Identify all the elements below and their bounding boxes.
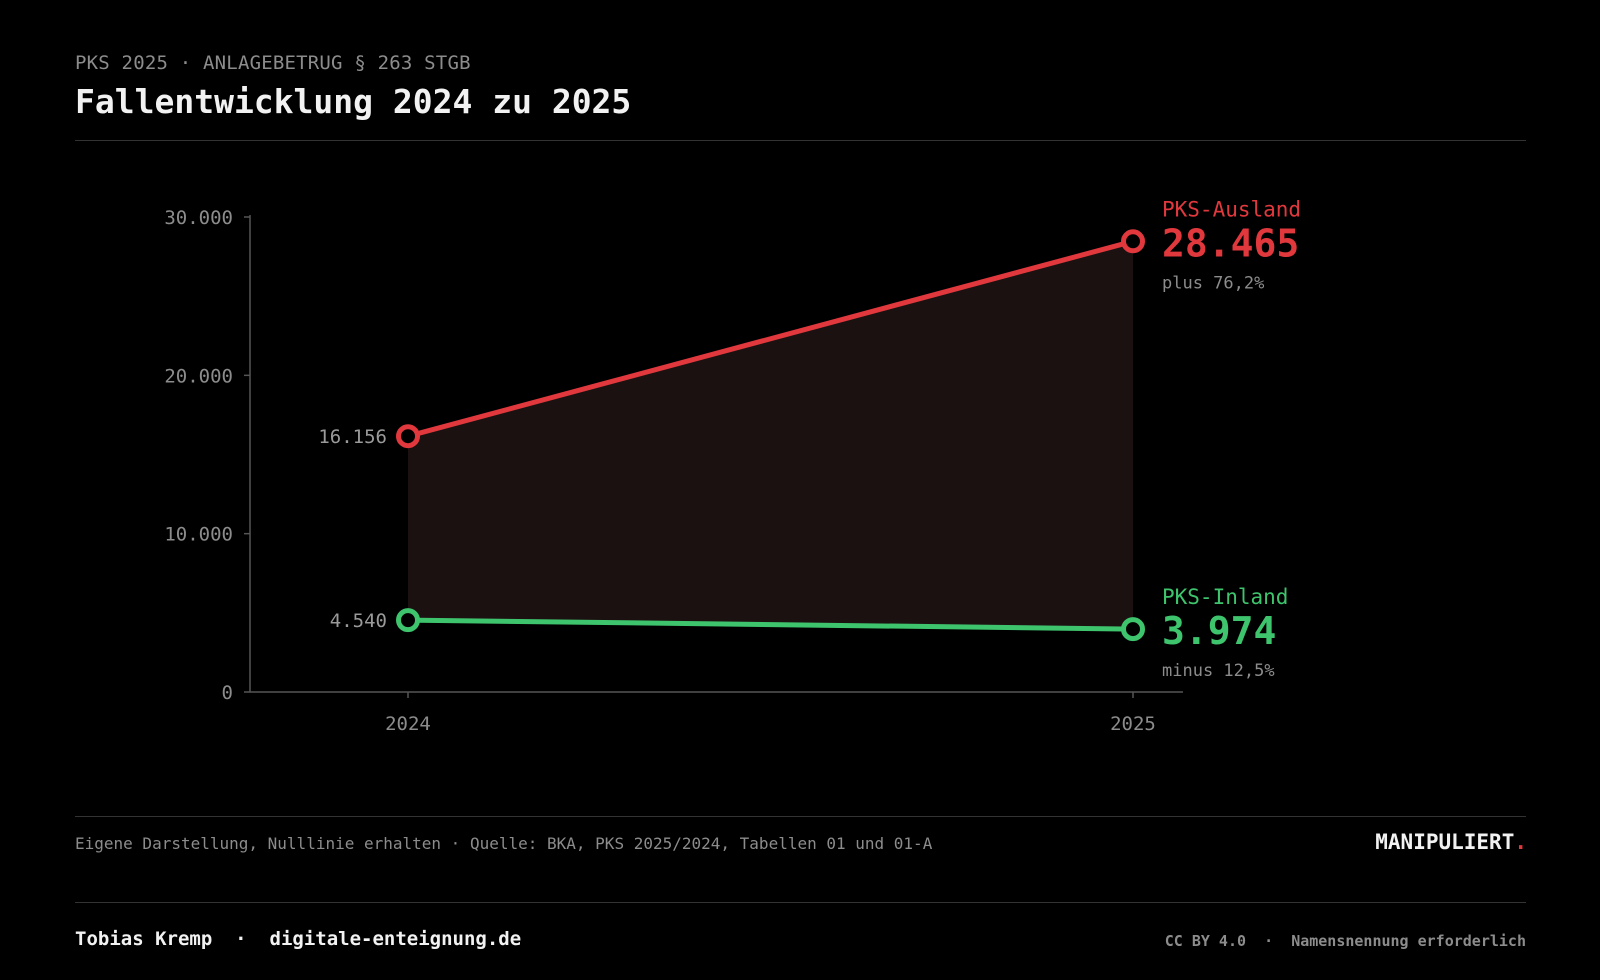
license-info: CC BY 4.0 · Namensnennung erforderlich (1165, 932, 1526, 950)
series-name-pks-inland: PKS-Inland (1162, 585, 1288, 609)
line-chart: 0 10.000 20.000 30.000 2024 2025 16.156 PKS-Aus… (164, 197, 1301, 735)
series-line-pks-ausland (405, 238, 1136, 439)
series-line-pks-inland (405, 617, 1136, 632)
footer-divider (75, 902, 1526, 903)
license-note: Namensnennung erforderlich (1291, 932, 1526, 950)
end-value-label-pks-ausland: 28.465 (1162, 221, 1299, 265)
author-credit: Tobias Kremp · digitale-enteignung.de (75, 928, 521, 950)
source-divider (75, 816, 1526, 817)
data-point-pks-inland (1121, 617, 1145, 642)
site-name: digitale-enteignung.de (269, 928, 522, 950)
start-value-label-pks-inland: 4.540 (330, 610, 387, 632)
change-label-pks-ausland: plus 76,2% (1162, 273, 1264, 293)
data-point-pks-ausland (1121, 229, 1145, 254)
data-point-pks-inland (396, 608, 420, 633)
start-value-label-pks-ausland: 16.156 (318, 426, 387, 448)
license-label: CC BY 4.0 (1164, 932, 1247, 950)
fill-between-area (408, 241, 1133, 630)
change-label-pks-inland: minus 12,5% (1162, 661, 1275, 681)
data-point-pks-ausland (396, 424, 420, 449)
x-tick-label: 2024 (385, 713, 431, 735)
brand-logo: MANIPULIERT. (1375, 830, 1527, 854)
chart-title: Fallentwicklung 2024 zu 2025 (75, 82, 632, 121)
top-divider (75, 140, 1526, 141)
author-name: Tobias Kremp (75, 928, 213, 950)
y-tick-label: 10.000 (164, 524, 233, 546)
series-name-pks-ausland: PKS-Ausland (1162, 197, 1301, 221)
x-tick-label: 2025 (1110, 713, 1156, 735)
y-tick-label: 30.000 (164, 207, 233, 229)
license-separator: · (1264, 932, 1274, 950)
end-value-label-pks-inland: 3.974 (1162, 609, 1276, 653)
credit-separator: · (235, 928, 247, 950)
y-tick-label: 20.000 (164, 365, 233, 387)
brand-dot: . (1514, 830, 1527, 854)
chart-kicker: PKS 2025 · ANLAGEBETRUG § 263 STGB (75, 52, 471, 74)
y-tick-label: 0 (222, 682, 233, 704)
brand-name: MANIPULIERT (1375, 830, 1515, 854)
source-note: Eigene Darstellung, Nulllinie erhalten ·… (75, 834, 933, 853)
